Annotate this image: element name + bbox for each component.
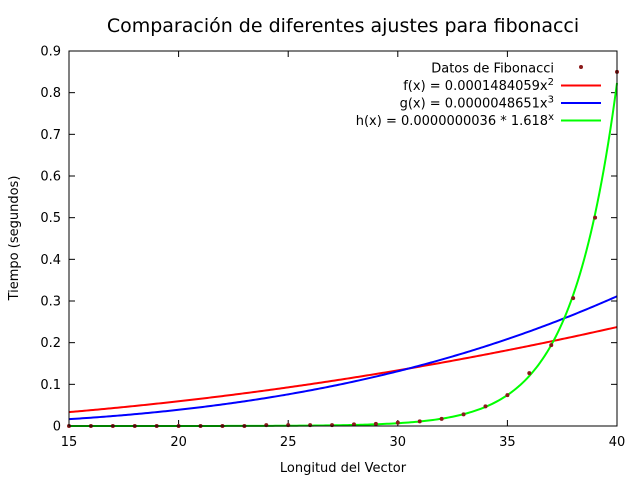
data-point xyxy=(330,423,335,428)
data-point xyxy=(483,404,488,409)
data-point xyxy=(593,215,598,220)
series-line-3 xyxy=(69,82,618,427)
data-point xyxy=(571,296,576,301)
y-tick-label: 0.5 xyxy=(40,211,61,226)
x-axis-label: Longitud del Vector xyxy=(280,461,407,476)
data-point xyxy=(373,421,378,426)
chart-title: Comparación de diferentes ajustes para f… xyxy=(107,15,579,37)
data-point xyxy=(439,416,444,421)
x-tick-label: 40 xyxy=(609,435,626,450)
y-tick-label: 0 xyxy=(53,420,61,435)
data-point xyxy=(505,393,510,398)
y-tick-label: 0.3 xyxy=(40,295,61,310)
data-point xyxy=(527,371,532,376)
y-tick-label: 0.9 xyxy=(40,45,61,60)
data-point xyxy=(286,423,291,428)
y-axis-label: Tiempo (segundos) xyxy=(7,176,22,302)
x-tick-label: 35 xyxy=(499,435,516,450)
legend-label: f(x) = 0.0001484059x2 xyxy=(403,77,554,94)
x-tick-label: 20 xyxy=(170,435,187,450)
y-tick-label: 0.8 xyxy=(40,86,61,101)
x-tick-label: 25 xyxy=(280,435,297,450)
legend-label: h(x) = 0.0000000036 * 1.618x xyxy=(356,112,554,129)
data-point xyxy=(417,419,422,424)
data-point xyxy=(308,423,313,428)
x-tick-label: 30 xyxy=(390,435,407,450)
plot-frame xyxy=(68,50,618,427)
series-line-2 xyxy=(68,295,618,421)
data-point xyxy=(549,343,554,348)
data-point xyxy=(395,420,400,425)
x-tick-label: 15 xyxy=(61,435,78,450)
legend-label: Datos de Fibonacci xyxy=(431,62,554,77)
series-line-1 xyxy=(68,326,618,414)
fit-curves xyxy=(68,82,618,427)
y-tick-label: 0.2 xyxy=(40,336,61,351)
y-tick-label: 0.4 xyxy=(40,253,61,268)
y-tick-label: 0.1 xyxy=(40,378,61,393)
y-tick-label: 0.6 xyxy=(40,170,61,185)
data-point xyxy=(264,423,269,428)
legend-swatch xyxy=(579,65,583,69)
y-tick-label: 0.7 xyxy=(40,128,61,143)
data-point xyxy=(461,412,466,417)
data-point xyxy=(351,422,356,427)
legend-label: g(x) = 0.0000048651x3 xyxy=(400,95,554,112)
